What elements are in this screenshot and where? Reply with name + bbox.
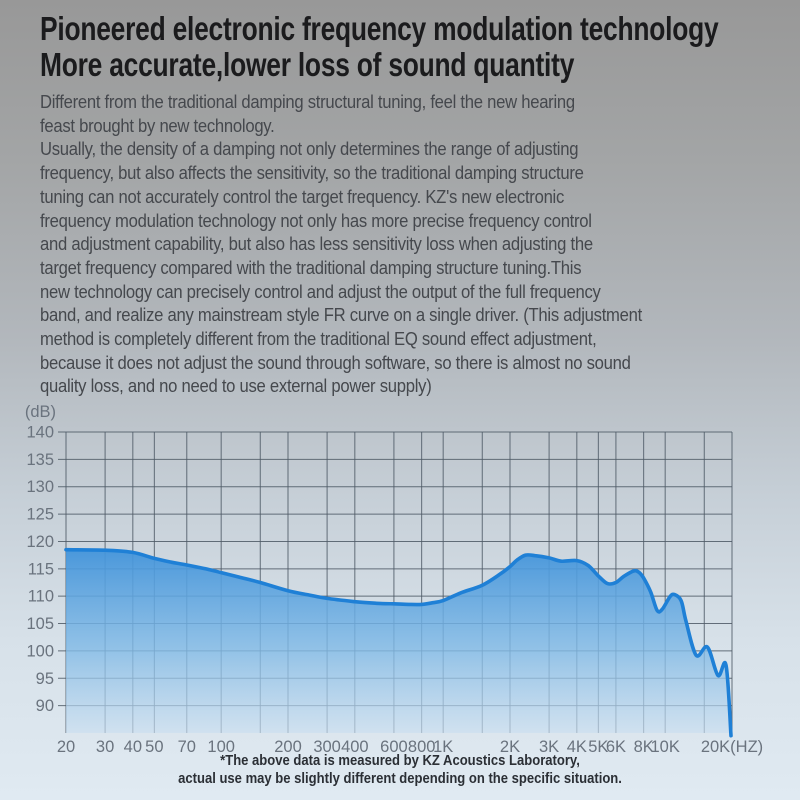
body-paragraph: Different from the traditional damping s… bbox=[40, 90, 642, 398]
body-line: method is completely different from the … bbox=[40, 328, 597, 350]
body-line: frequency modulation technology not only… bbox=[40, 209, 592, 231]
body-line: band, and realize any mainstream style F… bbox=[40, 304, 642, 326]
fr-curve-line bbox=[64, 547, 733, 738]
title-line-1: Pioneered electronic frequency modulatio… bbox=[40, 10, 719, 47]
y-tick-label: 140 bbox=[26, 424, 54, 442]
y-tick-label: 110 bbox=[28, 588, 54, 606]
body-line: Different from the traditional damping s… bbox=[40, 91, 575, 112]
y-tick-label: 95 bbox=[36, 670, 54, 688]
body-line: new technology can precisely control and… bbox=[40, 280, 601, 302]
y-tick-label: 100 bbox=[26, 642, 54, 660]
body-line: and adjustment capability, but also has … bbox=[40, 233, 593, 255]
y-axis-tick-labels: 140 135 130 125 120 115 110 105 100 95 90 bbox=[26, 424, 54, 716]
title-line-2: More accurate,lower loss of sound quanti… bbox=[40, 46, 575, 83]
page-title: Pioneered electronic frequency modulatio… bbox=[40, 10, 719, 83]
fr-curve-area bbox=[66, 549, 731, 736]
y-tick-label: 130 bbox=[26, 478, 54, 496]
body-line: quality loss, and no need to use externa… bbox=[40, 375, 432, 397]
y-tick-label: 90 bbox=[36, 697, 54, 715]
body-line: target frequency compared with the tradi… bbox=[40, 256, 582, 278]
y-tick-label: 135 bbox=[26, 451, 54, 469]
body-line: frequency, but also affects the sensitiv… bbox=[40, 162, 584, 184]
y-tick-label: 105 bbox=[26, 615, 54, 633]
body-line: feast brought by new technology. bbox=[40, 114, 275, 136]
chart-grid bbox=[58, 431, 733, 733]
body-line: Usually, the density of a damping not on… bbox=[40, 138, 579, 160]
y-tick-label: 115 bbox=[28, 560, 54, 578]
y-axis-unit-label: (dB) bbox=[25, 403, 56, 421]
y-tick-label: 120 bbox=[26, 533, 54, 551]
y-tick-label: 125 bbox=[26, 506, 54, 524]
footnote: *The above data is measured by KZ Acoust… bbox=[40, 753, 760, 788]
body-line: tuning can not accurately control the ta… bbox=[40, 185, 565, 207]
footnote-line-1: *The above data is measured by KZ Acoust… bbox=[220, 753, 580, 769]
footnote-line-2: actual use may be slightly different dep… bbox=[178, 770, 622, 787]
body-line: because it does not adjust the sound thr… bbox=[40, 351, 631, 373]
